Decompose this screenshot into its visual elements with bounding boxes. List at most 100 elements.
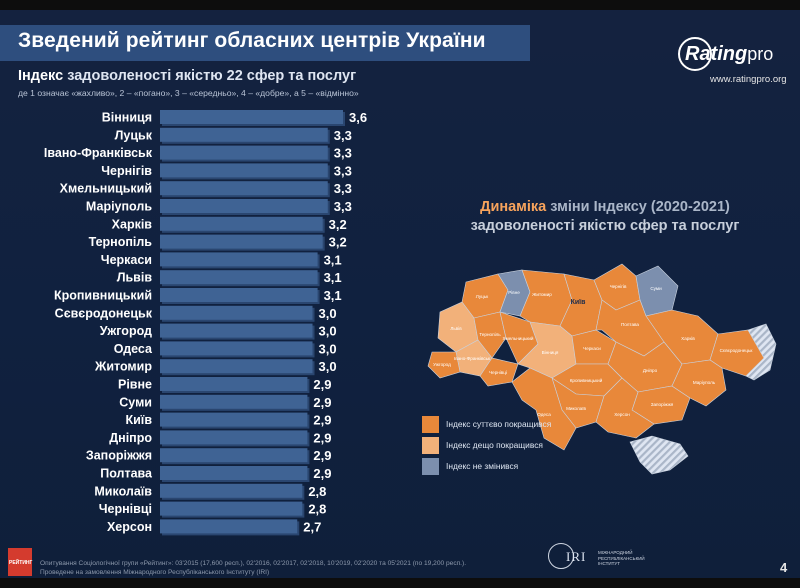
map-region-label: Чернігів: [610, 284, 627, 289]
category-label: Івано-Франківськ: [44, 146, 153, 160]
map-region-label: Вінниця: [542, 350, 559, 355]
bar: [160, 341, 313, 356]
map-title: Динаміка зміни Індексу (2020-2021) задов…: [430, 198, 780, 236]
bar: [160, 501, 303, 516]
category-label: Суми: [119, 395, 152, 409]
map-region-label: Львів: [450, 326, 462, 331]
category-label: Сєвєродонецьк: [55, 306, 153, 320]
bar: [160, 288, 318, 302]
bar: [160, 199, 328, 213]
value-label: 3,0: [319, 359, 337, 374]
map-region-label: Луцьк: [476, 294, 489, 299]
category-label: Дніпро: [109, 431, 152, 445]
value-label: 2,9: [313, 430, 331, 445]
map-region-label: Полтава: [621, 322, 639, 327]
value-label: 3,6: [349, 110, 367, 125]
rating-badge-logo: РЕЙТИНГ: [8, 548, 32, 576]
category-label: Маріуполь: [86, 200, 152, 214]
category-label: Кропивницький: [54, 289, 152, 303]
map-region-label: Одеса: [537, 412, 551, 417]
bar: [160, 163, 328, 178]
map-region-label: Маріуполь: [693, 380, 716, 385]
value-label: 3,3: [334, 146, 352, 161]
map-region: [427, 351, 461, 379]
iri-logo: IRI МІЖНАРОДНИЙ РЕСПУБЛІКАНСЬКИЙ ІНСТИТУ…: [546, 541, 645, 575]
bar: [160, 483, 303, 498]
category-label: Хмельницький: [60, 182, 152, 196]
map-region-label: Хмельницький: [503, 335, 534, 341]
category-label: Житомир: [94, 360, 152, 374]
category-label: Тернопіль: [89, 235, 153, 249]
bar: [160, 466, 308, 480]
legend-item: Індекс не змінився: [422, 456, 582, 477]
bar: [160, 519, 298, 534]
bar: [160, 145, 328, 160]
bar: [160, 216, 323, 231]
value-label: 3,3: [334, 128, 352, 143]
iri-subtitle: МІЖНАРОДНИЙ РЕСПУБЛІКАНСЬКИЙ ІНСТИТУТ: [598, 550, 645, 566]
occupied-area-crimea: [629, 435, 689, 475]
map-region-label: Дніпро: [643, 368, 658, 373]
subtitle-highlight: Індекс: [18, 68, 64, 84]
value-label: 3,3: [334, 181, 352, 196]
value-label: 3,0: [319, 324, 337, 339]
title-bar: Зведений рейтинг обласних центрів Україн…: [0, 25, 530, 61]
page-title: Зведений рейтинг обласних центрів Україн…: [18, 29, 486, 52]
category-label: Львів: [117, 271, 153, 285]
category-label: Київ: [125, 413, 152, 427]
footer-source: Опитування Соціологічної групи «Рейтинг»…: [40, 559, 466, 577]
map-region: [511, 367, 577, 451]
bar: [160, 394, 308, 409]
legend-item: Індекс дещо покращився: [422, 435, 582, 456]
bar: [160, 110, 343, 124]
value-label: 3,1: [324, 288, 342, 303]
occupied-area-east: [745, 323, 777, 381]
map-title-line2: задоволеності якістю сфер та послуг: [470, 218, 740, 234]
ratingpro-logo: Ratingpro www.ratingpro.org: [672, 37, 790, 89]
value-label: 3,1: [324, 270, 342, 285]
legend-swatch: [422, 416, 439, 433]
map-region: [671, 359, 727, 407]
category-label: Чернівці: [99, 502, 152, 516]
iri-wordmark: IRI: [566, 549, 587, 564]
map-region-label: Тернопіль: [479, 332, 501, 337]
logo-url: www.ratingpro.org: [710, 74, 787, 85]
legend-item: Індекс суттєво покращився: [422, 414, 582, 435]
category-label: Рівне: [118, 378, 152, 392]
value-label: 2,9: [313, 395, 331, 410]
bar: [160, 270, 318, 285]
map-region-label: Миколаїв: [566, 406, 586, 411]
footer-source-line2: Проведене на замовлення Міжнародного Рес…: [40, 569, 270, 576]
globe-icon: [548, 543, 574, 569]
scale-note: де 1 означає «жахливо», 2 – «погано», 3 …: [18, 88, 359, 98]
bar: [160, 252, 318, 267]
map-legend: Індекс суттєво покращився Індекс дещо по…: [422, 414, 582, 477]
subtitle-rest: задоволеності якістю 22 сфер та послуг: [67, 68, 357, 84]
bar: [160, 323, 313, 338]
page-number: 4: [780, 560, 788, 575]
value-label: 2,9: [313, 466, 331, 481]
map-region: [479, 357, 519, 387]
map-region-label: Чернівці: [489, 370, 507, 375]
value-label: 2,8: [308, 484, 326, 499]
map-title-part1: Динаміка: [480, 199, 547, 215]
slide: Зведений рейтинг обласних центрів Україн…: [0, 10, 800, 578]
bar: [160, 448, 308, 463]
value-label: 3,3: [334, 199, 352, 214]
category-label: Вінниця: [102, 111, 152, 125]
value-label: 2,9: [313, 413, 331, 428]
bar: [160, 181, 328, 196]
bar-chart: Вінниця 3,6 Луцьк 3,3 Івано-Франківськ 3,3 Чер…: [44, 110, 367, 536]
category-label: Херсон: [107, 520, 152, 534]
value-label: 3,2: [329, 217, 347, 232]
bar: [160, 377, 308, 391]
category-label: Запоріжжя: [86, 449, 152, 463]
value-label: 3,2: [329, 235, 347, 250]
category-label: Чернігів: [101, 164, 152, 178]
map-region-label: Сєвєродонецьк: [720, 348, 754, 353]
value-label: 2,9: [313, 448, 331, 463]
legend-label: Індекс суттєво покращився: [446, 419, 552, 429]
legend-label: Індекс дещо покращився: [446, 440, 543, 450]
value-label: 3,0: [319, 306, 337, 321]
map-region-label: Ужгород: [433, 362, 451, 367]
